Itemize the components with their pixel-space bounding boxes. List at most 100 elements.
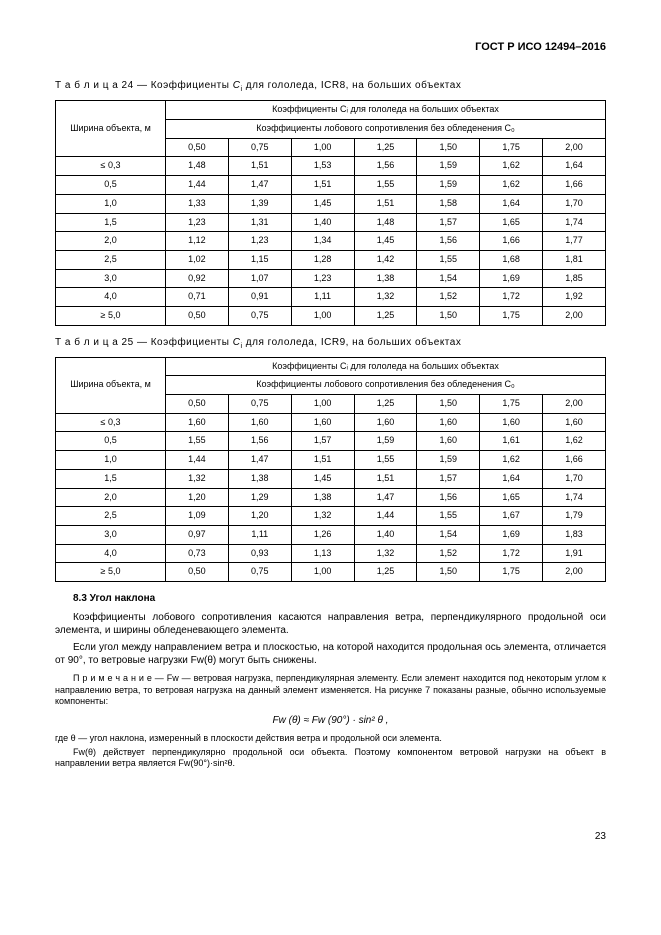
col-header: 1,75: [480, 395, 543, 414]
value-cell: 1,62: [480, 176, 543, 195]
page-number: 23: [55, 830, 606, 843]
value-cell: 1,57: [417, 469, 480, 488]
value-cell: 1,67: [480, 507, 543, 526]
width-cell: 4,0: [56, 544, 166, 563]
table-row: 2,51,021,151,281,421,551,681,81: [56, 250, 606, 269]
value-cell: 1,45: [354, 232, 417, 251]
width-cell: 1,5: [56, 213, 166, 232]
value-cell: 1,47: [228, 176, 291, 195]
value-cell: 1,56: [417, 232, 480, 251]
value-cell: 1,25: [354, 563, 417, 582]
value-cell: 1,29: [228, 488, 291, 507]
rowheader: Ширина объекта, м: [56, 357, 166, 413]
value-cell: 1,59: [354, 432, 417, 451]
value-cell: 1,28: [291, 250, 354, 269]
width-cell: ≤ 0,3: [56, 157, 166, 176]
col-header: 0,50: [166, 138, 229, 157]
value-cell: 1,07: [228, 269, 291, 288]
where-line-2: Fᴡ(θ) действует перпендикулярно продольн…: [55, 747, 606, 770]
value-cell: 1,70: [543, 469, 606, 488]
value-cell: 1,23: [228, 232, 291, 251]
paragraph-1: Коэффициенты лобового сопротивления каса…: [55, 611, 606, 637]
value-cell: 1,55: [417, 507, 480, 526]
value-cell: 1,59: [417, 157, 480, 176]
value-cell: 1,44: [166, 451, 229, 470]
width-cell: ≥ 5,0: [56, 306, 166, 325]
table-row: 4,00,710,911,111,321,521,721,92: [56, 288, 606, 307]
value-cell: 1,56: [228, 432, 291, 451]
table-row: 1,51,231,311,401,481,571,651,74: [56, 213, 606, 232]
table-row: 4,00,730,931,131,321,521,721,91: [56, 544, 606, 563]
value-cell: 1,38: [354, 269, 417, 288]
table-row: ≥ 5,00,500,751,001,251,501,752,00: [56, 563, 606, 582]
value-cell: 1,66: [480, 232, 543, 251]
width-cell: 2,5: [56, 507, 166, 526]
value-cell: 1,59: [417, 176, 480, 195]
value-cell: 1,57: [417, 213, 480, 232]
value-cell: 1,47: [228, 451, 291, 470]
value-cell: 1,32: [354, 288, 417, 307]
value-cell: 1,48: [354, 213, 417, 232]
value-cell: 1,51: [228, 157, 291, 176]
table-row: ≤ 0,31,481,511,531,561,591,621,64: [56, 157, 606, 176]
value-cell: 1,09: [166, 507, 229, 526]
value-cell: 1,66: [543, 176, 606, 195]
value-cell: 1,23: [291, 269, 354, 288]
formula: Fᴡ (θ) ≈ Fᴡ (90°) · sin² θ ,: [55, 714, 606, 727]
value-cell: 1,74: [543, 488, 606, 507]
value-cell: 1,91: [543, 544, 606, 563]
value-cell: 1,92: [543, 288, 606, 307]
value-cell: 0,93: [228, 544, 291, 563]
value-cell: 1,50: [417, 563, 480, 582]
head-top: Коэффициенты Cᵢ для гололеда на больших …: [166, 357, 606, 376]
table-row: 3,00,921,071,231,381,541,691,85: [56, 269, 606, 288]
value-cell: 1,56: [417, 488, 480, 507]
value-cell: 1,66: [543, 451, 606, 470]
value-cell: 1,53: [291, 157, 354, 176]
value-cell: 1,40: [291, 213, 354, 232]
table-row: 0,51,441,471,511,551,591,621,66: [56, 176, 606, 195]
value-cell: 0,75: [228, 306, 291, 325]
value-cell: 2,00: [543, 563, 606, 582]
value-cell: 1,79: [543, 507, 606, 526]
width-cell: 1,5: [56, 469, 166, 488]
value-cell: 0,73: [166, 544, 229, 563]
value-cell: 1,42: [354, 250, 417, 269]
value-cell: 0,92: [166, 269, 229, 288]
value-cell: 0,71: [166, 288, 229, 307]
table-row: 2,01,201,291,381,471,561,651,74: [56, 488, 606, 507]
value-cell: 1,57: [291, 432, 354, 451]
col-header: 1,75: [480, 138, 543, 157]
section-heading: 8.3 Угол наклона: [73, 592, 606, 605]
value-cell: 1,83: [543, 525, 606, 544]
table-row: 1,01,441,471,511,551,591,621,66: [56, 451, 606, 470]
table25-caption: Т а б л и ц а 25 — Коэффициенты Ci для г…: [55, 336, 606, 351]
value-cell: 0,75: [228, 563, 291, 582]
value-cell: 1,75: [480, 306, 543, 325]
value-cell: 1,13: [291, 544, 354, 563]
value-cell: 1,45: [291, 469, 354, 488]
value-cell: 1,64: [543, 157, 606, 176]
head-sub: Коэффициенты лобового сопротивления без …: [166, 376, 606, 395]
width-cell: 3,0: [56, 269, 166, 288]
value-cell: 1,50: [417, 306, 480, 325]
head-top: Коэффициенты Cᵢ для гололеда на больших …: [166, 101, 606, 120]
value-cell: 1,60: [228, 413, 291, 432]
head-sub: Коэффициенты лобового сопротивления без …: [166, 120, 606, 139]
value-cell: 1,56: [354, 157, 417, 176]
rowheader: Ширина объекта, м: [56, 101, 166, 157]
col-header: 1,25: [354, 138, 417, 157]
value-cell: 1,81: [543, 250, 606, 269]
value-cell: 0,50: [166, 306, 229, 325]
value-cell: 1,11: [291, 288, 354, 307]
value-cell: 2,00: [543, 306, 606, 325]
value-cell: 1,54: [417, 525, 480, 544]
width-cell: ≥ 5,0: [56, 563, 166, 582]
value-cell: 1,55: [354, 176, 417, 195]
where-line: где θ — угол наклона, измеренный в плоск…: [55, 733, 606, 745]
col-header: 1,00: [291, 395, 354, 414]
value-cell: 1,40: [354, 525, 417, 544]
width-cell: 1,0: [56, 194, 166, 213]
value-cell: 1,34: [291, 232, 354, 251]
value-cell: 1,51: [354, 194, 417, 213]
